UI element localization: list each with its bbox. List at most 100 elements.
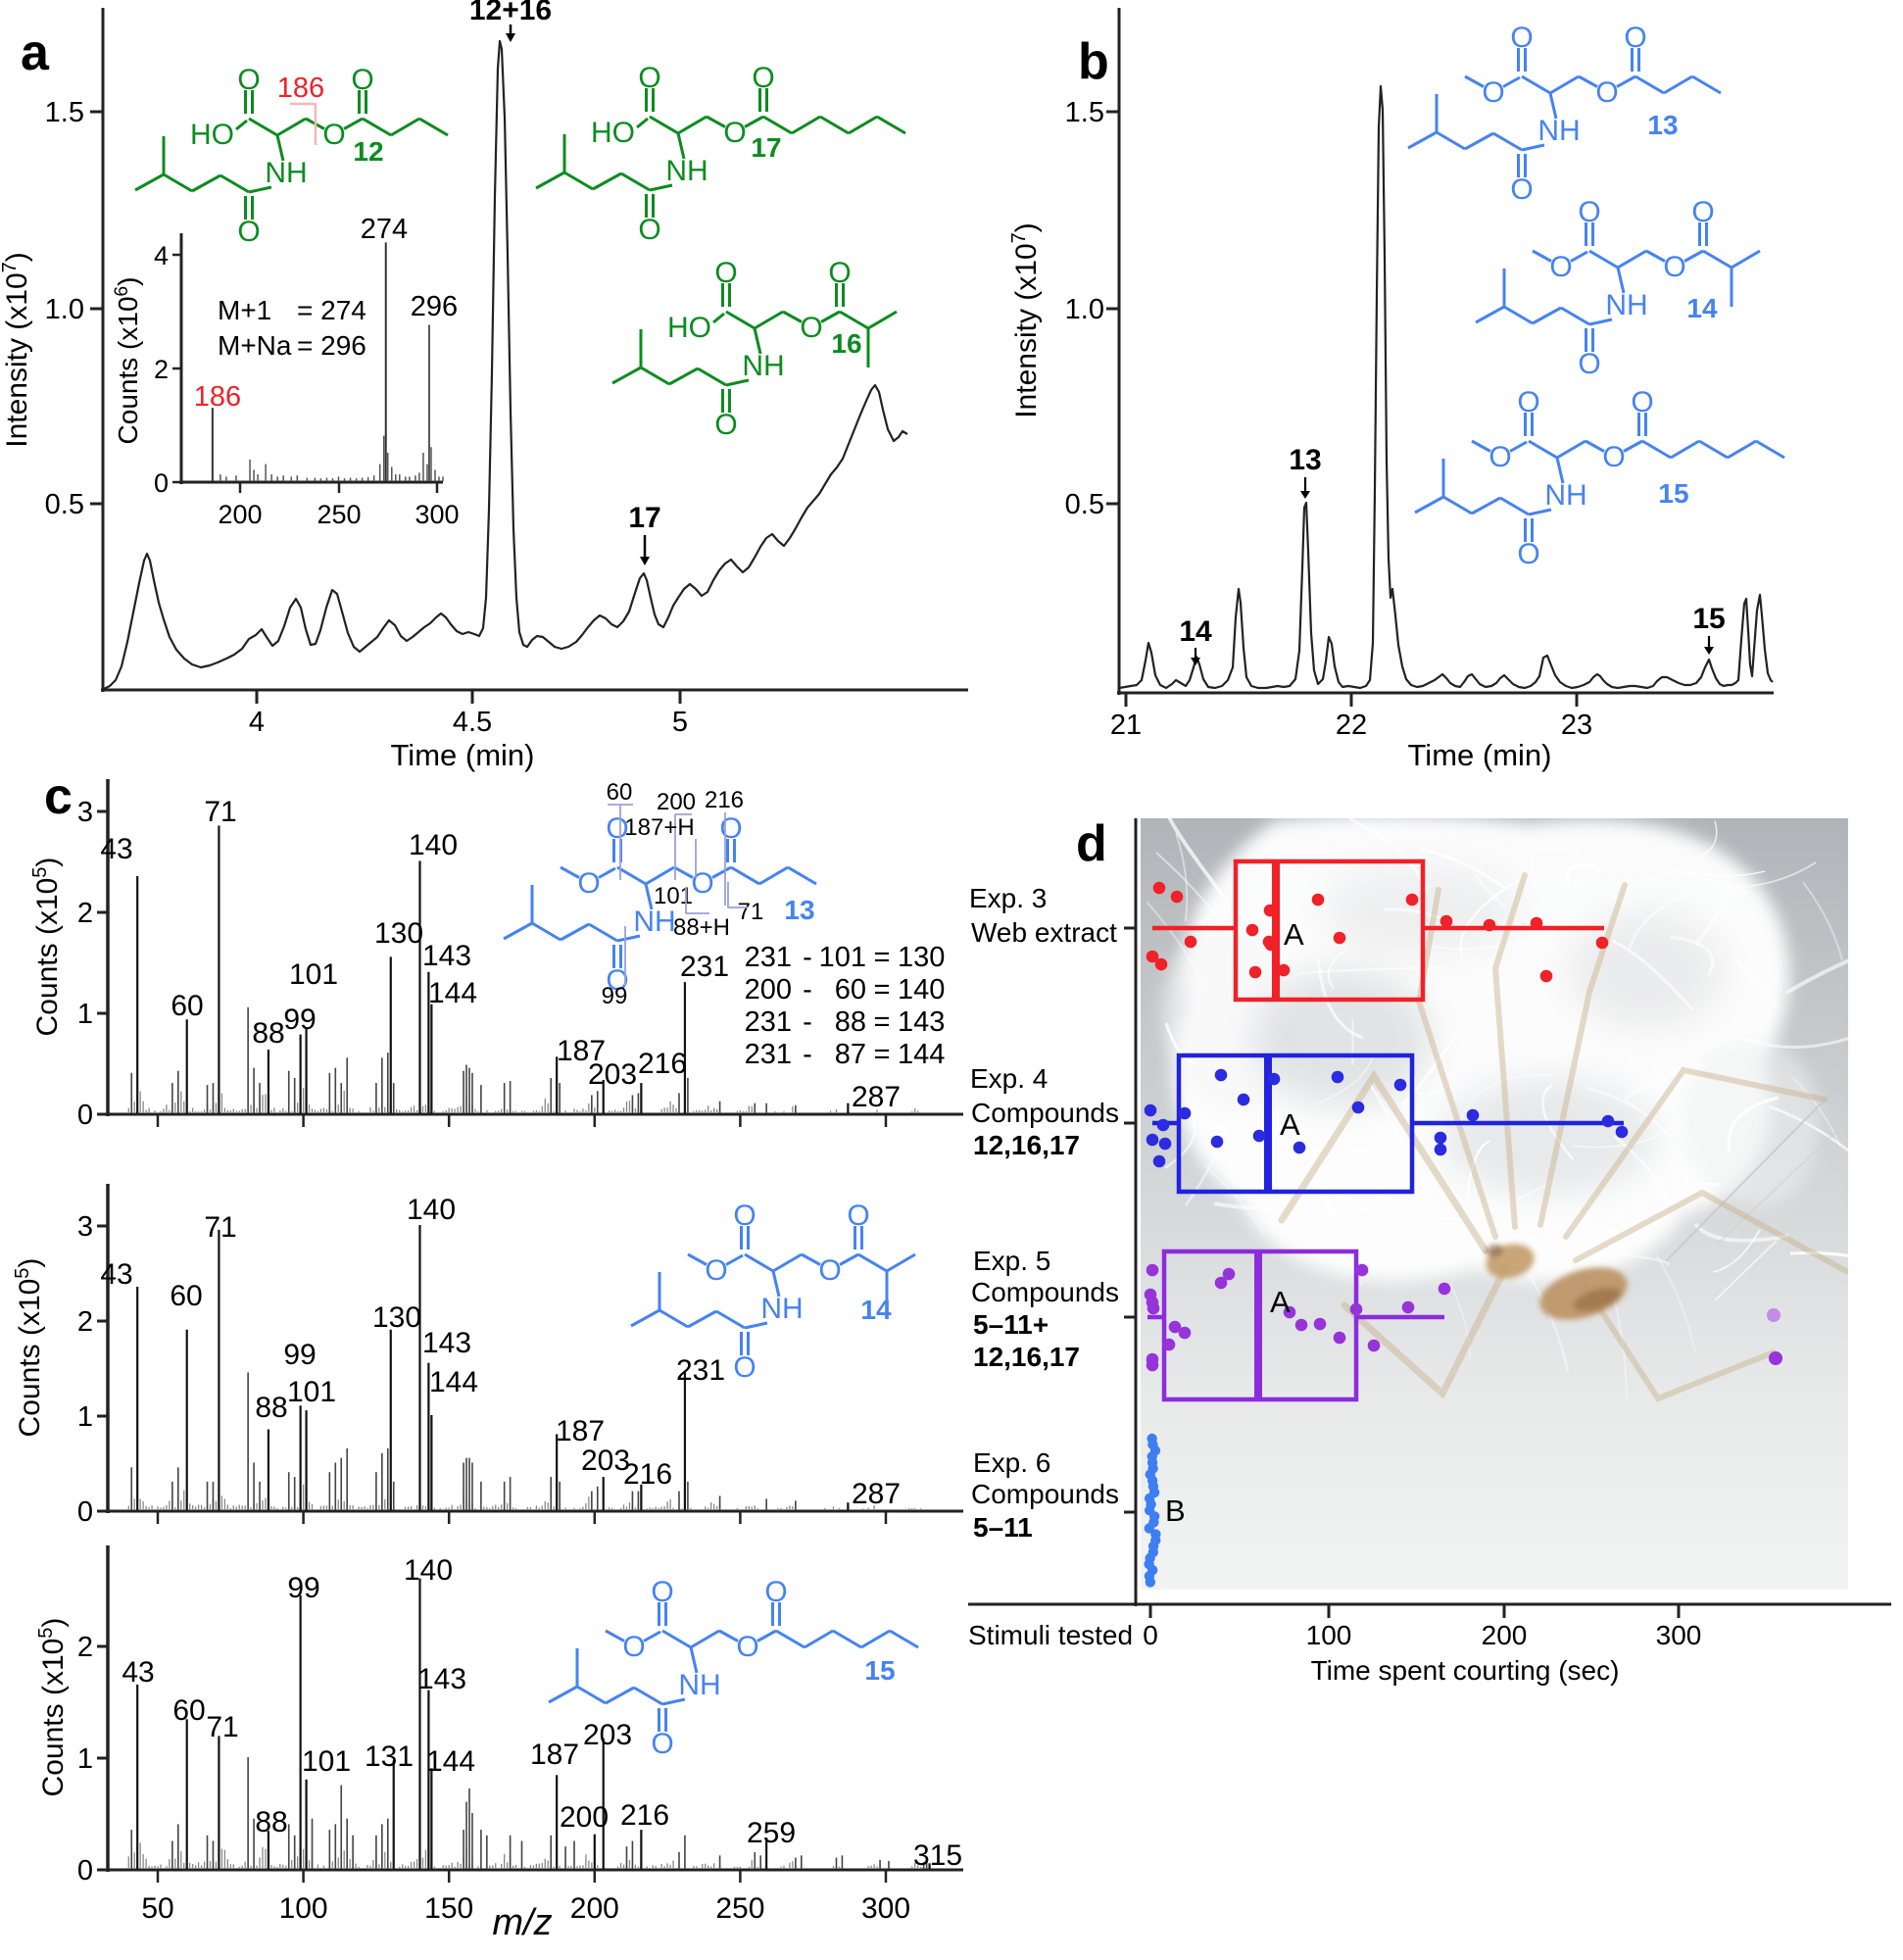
- svg-text:c: c: [44, 768, 73, 825]
- svg-text:14: 14: [860, 1295, 892, 1325]
- svg-text:O: O: [651, 1728, 673, 1760]
- svg-text:144: 144: [898, 1039, 945, 1070]
- svg-text:187: 187: [556, 1415, 605, 1447]
- svg-text:O: O: [606, 812, 628, 845]
- svg-text:144: 144: [426, 1745, 475, 1778]
- svg-text:1: 1: [77, 1401, 93, 1433]
- svg-text:2: 2: [77, 1306, 93, 1338]
- svg-text:O: O: [1624, 22, 1646, 54]
- svg-text:15: 15: [864, 1655, 895, 1686]
- svg-text:140: 140: [409, 829, 458, 861]
- svg-text:231: 231: [676, 1354, 725, 1387]
- svg-text:143: 143: [898, 1006, 945, 1038]
- svg-text:216: 216: [620, 1799, 669, 1832]
- svg-text:13: 13: [1289, 444, 1321, 476]
- svg-text:1.5: 1.5: [1065, 97, 1104, 128]
- svg-text:-: -: [803, 1006, 812, 1038]
- svg-text:144: 144: [428, 977, 477, 1009]
- svg-text:m/z: m/z: [492, 1902, 552, 1943]
- svg-text:O: O: [322, 119, 345, 151]
- svg-text:Time spent courting (sec): Time spent courting (sec): [1311, 1655, 1620, 1686]
- svg-text:NH: NH: [678, 1669, 720, 1701]
- svg-text:200: 200: [1482, 1620, 1528, 1650]
- svg-text:O: O: [1663, 251, 1685, 283]
- svg-text:187: 187: [557, 1035, 606, 1067]
- svg-text:0: 0: [154, 468, 169, 498]
- svg-text:O: O: [351, 64, 373, 96]
- svg-text:287: 287: [852, 1478, 901, 1510]
- svg-text:O: O: [691, 867, 713, 900]
- svg-text:140: 140: [404, 1554, 453, 1587]
- svg-text:5–11+: 5–11+: [973, 1309, 1049, 1340]
- svg-text:143: 143: [422, 1327, 471, 1359]
- svg-text:HO: HO: [667, 312, 711, 344]
- svg-text:99: 99: [287, 1572, 319, 1604]
- svg-text:O: O: [733, 1351, 756, 1384]
- svg-text:203: 203: [588, 1058, 637, 1091]
- svg-text:12+16: 12+16: [469, 0, 552, 26]
- svg-text:O: O: [577, 867, 600, 900]
- svg-text:d: d: [1076, 815, 1107, 872]
- svg-text:300: 300: [861, 1892, 910, 1925]
- svg-text:O: O: [622, 1631, 645, 1663]
- svg-text:2: 2: [77, 1632, 93, 1663]
- svg-text:O: O: [714, 409, 737, 441]
- svg-text:0.5: 0.5: [1065, 489, 1104, 520]
- svg-text:=: =: [874, 1006, 891, 1038]
- svg-text:99: 99: [283, 1004, 316, 1036]
- svg-text:300: 300: [415, 500, 459, 529]
- svg-text:O: O: [736, 1631, 758, 1663]
- svg-text:16: 16: [831, 328, 861, 359]
- svg-text:O: O: [1488, 441, 1511, 473]
- svg-text:2: 2: [154, 355, 169, 384]
- svg-text:Time (min): Time (min): [1408, 738, 1552, 772]
- svg-text:O: O: [705, 1254, 727, 1287]
- svg-text:315: 315: [913, 1839, 962, 1872]
- svg-text:O: O: [1517, 386, 1539, 418]
- svg-text:186: 186: [277, 73, 324, 104]
- svg-text:0.5: 0.5: [45, 489, 84, 520]
- svg-text:12,16,17: 12,16,17: [973, 1130, 1080, 1160]
- svg-text:B: B: [1165, 1494, 1186, 1528]
- svg-text:130: 130: [898, 942, 945, 973]
- svg-text:Compounds: Compounds: [971, 1098, 1119, 1128]
- svg-text:88: 88: [252, 1017, 284, 1050]
- svg-text:140: 140: [898, 974, 945, 1005]
- svg-text:NH: NH: [665, 155, 708, 187]
- svg-text:0: 0: [77, 1496, 93, 1528]
- svg-text:Web extract: Web extract: [971, 917, 1117, 948]
- svg-text:a: a: [21, 24, 50, 81]
- svg-text:71: 71: [204, 1211, 236, 1244]
- svg-text:14: 14: [1179, 615, 1212, 648]
- svg-text:216: 216: [638, 1048, 687, 1080]
- svg-text:O: O: [1517, 538, 1539, 570]
- svg-text:M+Na: M+Na: [218, 330, 292, 361]
- svg-text:131: 131: [365, 1740, 414, 1773]
- svg-text:O: O: [1691, 196, 1714, 228]
- svg-text:200: 200: [560, 1801, 609, 1834]
- svg-text:216: 216: [705, 787, 744, 813]
- svg-text:HO: HO: [190, 119, 234, 151]
- svg-text:O: O: [651, 1576, 673, 1608]
- svg-text:O: O: [1631, 386, 1653, 418]
- svg-text:O: O: [733, 1200, 756, 1232]
- svg-text:O: O: [237, 64, 260, 96]
- svg-text:-: -: [803, 974, 812, 1005]
- svg-text:60: 60: [607, 779, 633, 806]
- svg-text:150: 150: [424, 1892, 473, 1925]
- svg-text:NH: NH: [760, 1293, 803, 1325]
- svg-text:23: 23: [1561, 710, 1592, 741]
- svg-text:A: A: [1270, 1285, 1291, 1319]
- svg-text:O: O: [828, 257, 851, 289]
- svg-text:12: 12: [353, 136, 383, 167]
- svg-text:O: O: [1482, 76, 1504, 109]
- svg-text:287: 287: [852, 1081, 901, 1113]
- svg-text:1: 1: [77, 1743, 93, 1775]
- svg-text:200: 200: [745, 974, 792, 1005]
- svg-text:200: 200: [570, 1892, 619, 1925]
- svg-text:231: 231: [745, 1006, 792, 1038]
- svg-text:4: 4: [154, 241, 169, 270]
- svg-text:0: 0: [77, 1100, 93, 1131]
- svg-text:NH: NH: [1544, 479, 1586, 512]
- svg-text:1.0: 1.0: [1065, 294, 1104, 325]
